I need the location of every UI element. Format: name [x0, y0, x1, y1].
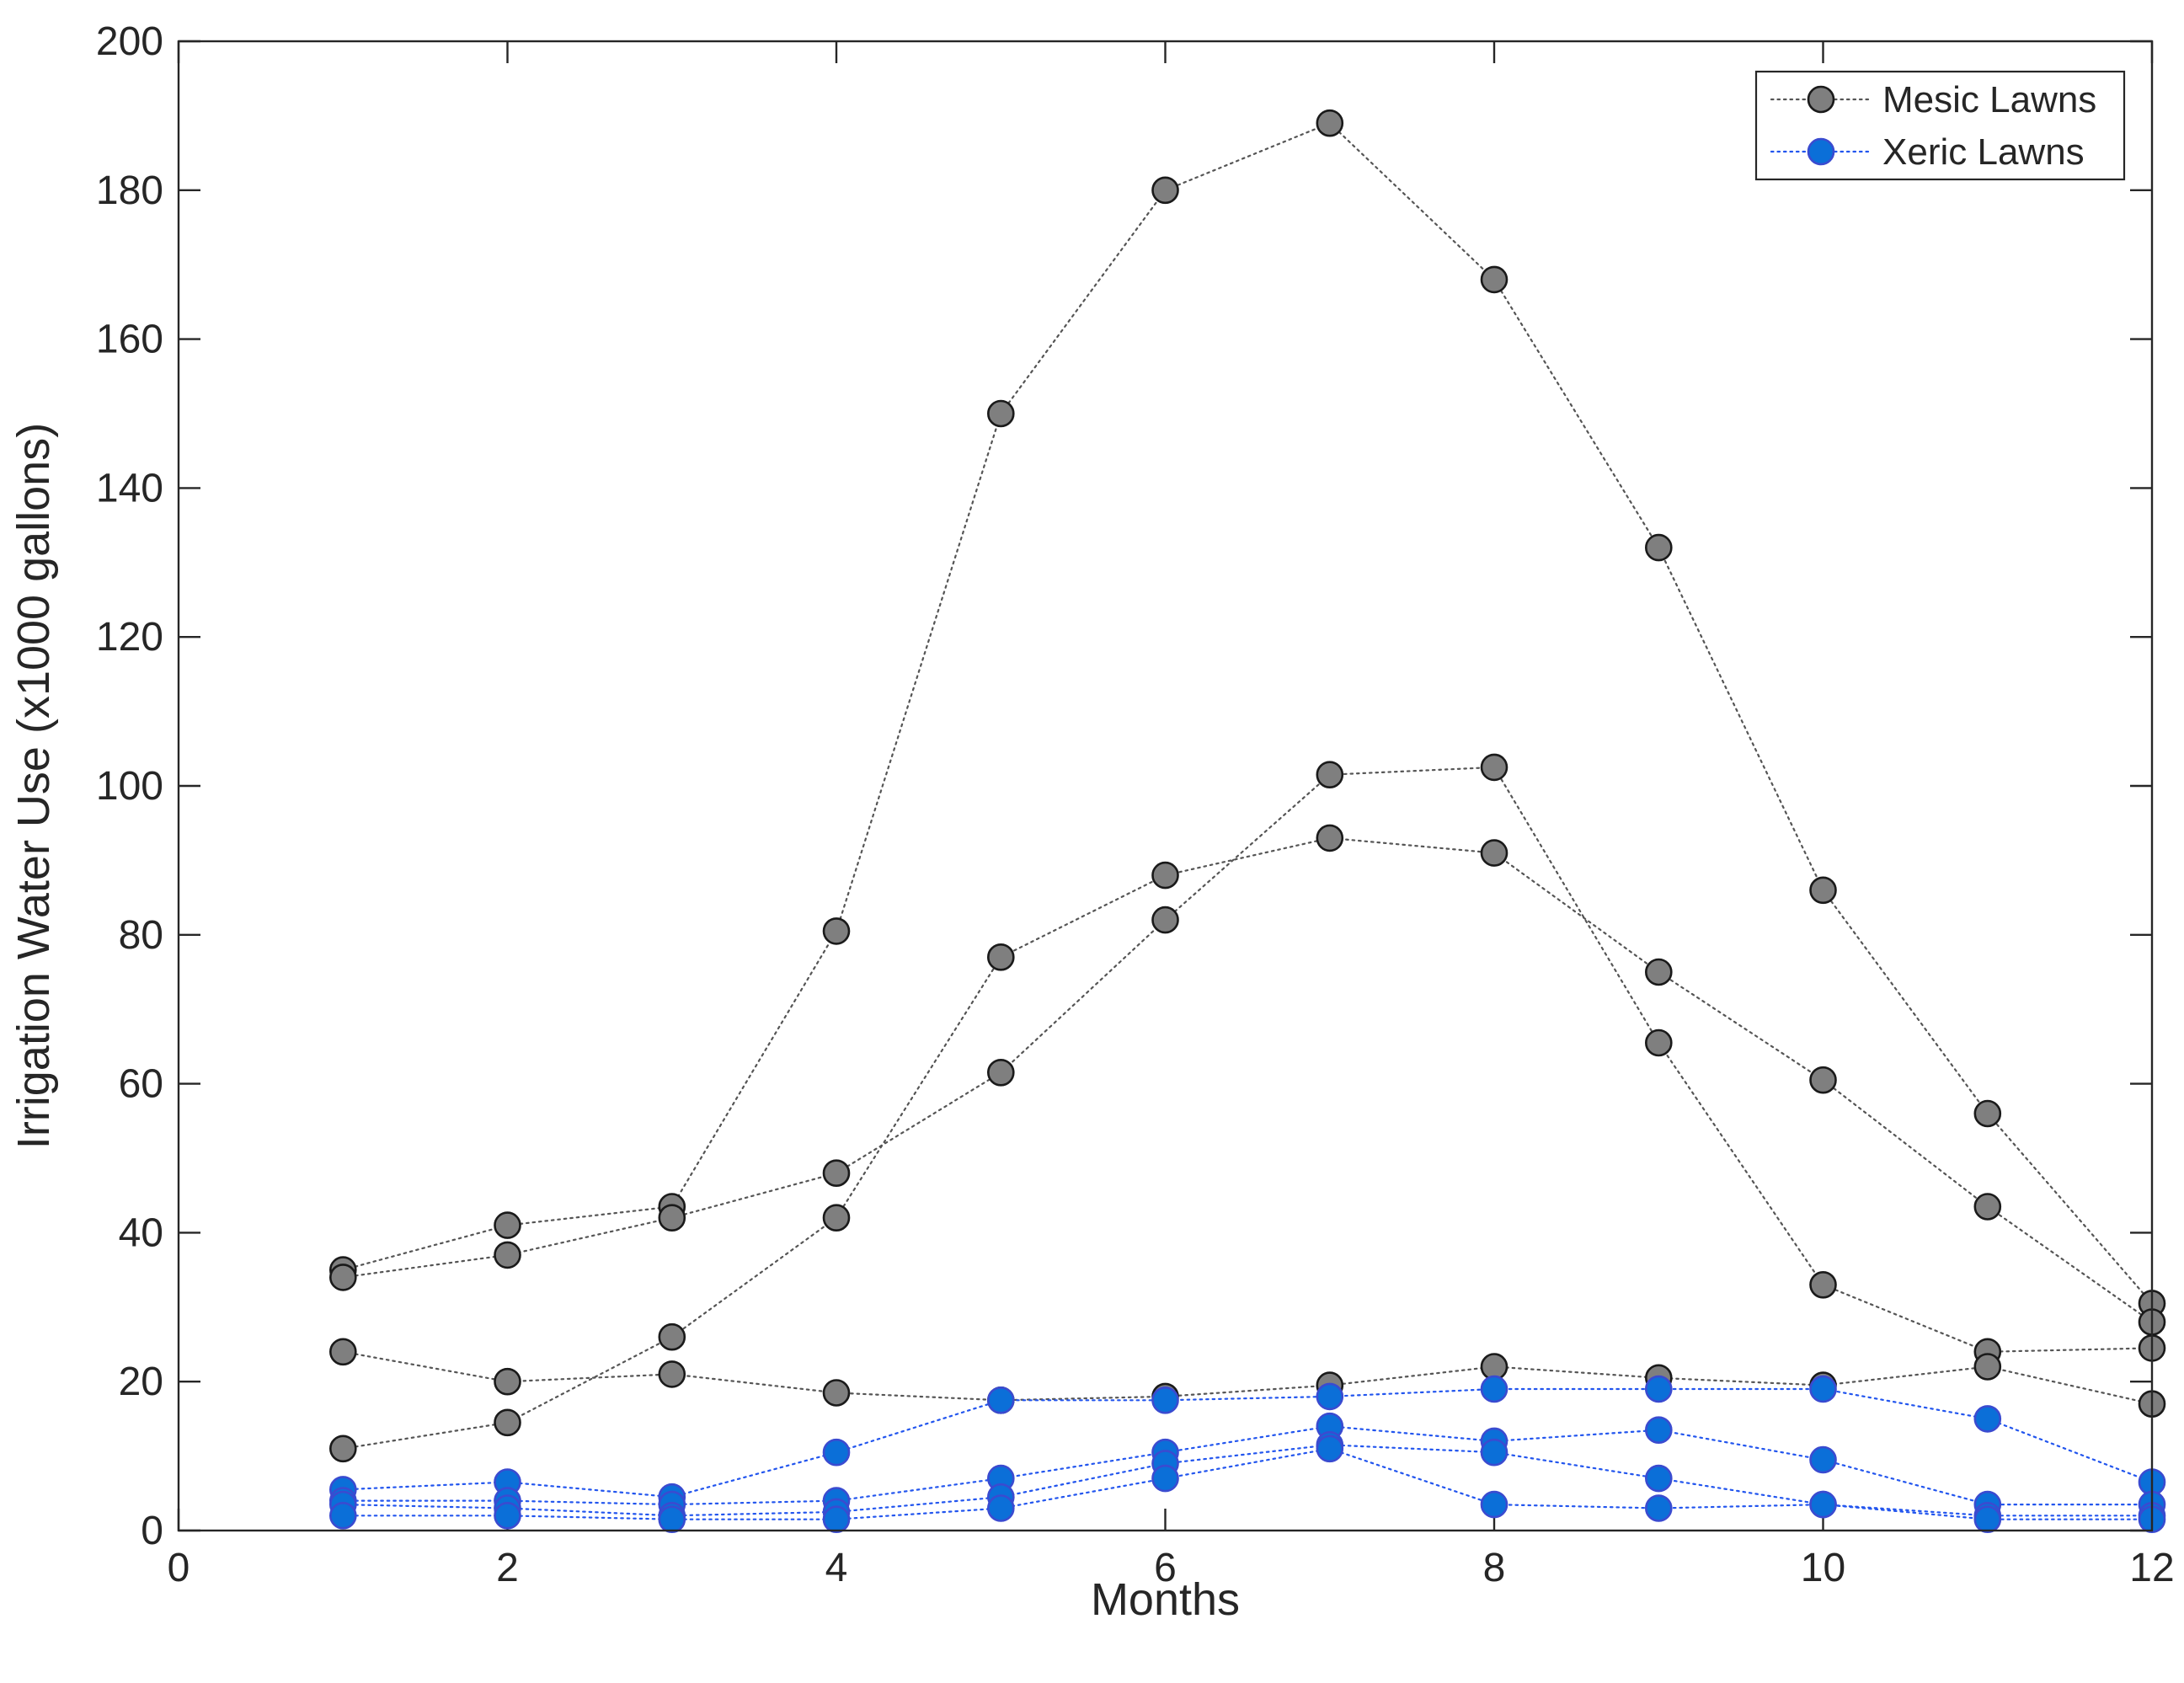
mesic-data-point	[494, 1211, 521, 1239]
y-tick-label: 80	[119, 913, 163, 958]
mesic-data-point	[658, 1322, 686, 1351]
y-axis-label: Irrigation Water Use (x1000 gallons)	[8, 423, 59, 1149]
mesic-data-point	[1809, 876, 1837, 905]
mesic-data-point	[1480, 265, 1509, 294]
legend-label-xeric: Xeric Lawns	[1882, 131, 2085, 173]
x-tick-label: 8	[1483, 1546, 1506, 1590]
mesic-data-point	[494, 1241, 521, 1269]
mesic-data-point	[1973, 1353, 2002, 1381]
xeric-series-line-8	[342, 1447, 2154, 1520]
series-layer	[328, 109, 2166, 1533]
y-tick-label: 140	[96, 466, 163, 510]
mesic-data-point	[1316, 109, 1344, 137]
axes-box	[177, 40, 2154, 1532]
x-tick-label: 12	[2129, 1546, 2174, 1590]
legend-marker-xeric	[1807, 137, 1835, 166]
mesic-data-point	[822, 1159, 851, 1187]
xeric-data-point	[822, 1438, 851, 1467]
mesic-data-point	[1151, 861, 1179, 890]
xeric-data-point	[987, 1386, 1015, 1414]
mesic-data-point	[1645, 1028, 1673, 1057]
x-tick-label: 6	[1154, 1546, 1177, 1590]
xeric-data-point	[822, 1505, 851, 1533]
mesic-series-line-3	[342, 836, 2154, 1450]
mesic-data-point	[1316, 761, 1344, 789]
mesic-data-point	[1151, 176, 1179, 205]
mesic-data-point	[1809, 1066, 1837, 1094]
y-tick-label: 160	[96, 318, 163, 362]
legend-marker-mesic	[1807, 85, 1835, 114]
mesic-series-line-1	[342, 121, 2154, 1305]
xeric-data-point	[1645, 1416, 1673, 1444]
y-tick-label: 200	[96, 19, 163, 64]
xeric-data-point	[1316, 1382, 1344, 1411]
plot-area-border	[177, 40, 2154, 1532]
xeric-data-point	[1480, 1490, 1509, 1519]
xeric-data-point	[1809, 1445, 1837, 1474]
x-tick-label: 4	[825, 1546, 848, 1590]
xeric-series-line-5	[342, 1387, 2154, 1499]
xeric-data-point	[1480, 1438, 1509, 1467]
mesic-data-point	[1645, 958, 1673, 986]
mesic-data-point	[658, 1204, 686, 1232]
xeric-data-point	[328, 1502, 357, 1530]
mesic-data-point	[658, 1360, 686, 1388]
y-tick-label: 20	[119, 1360, 163, 1404]
xeric-data-point	[1809, 1375, 1837, 1403]
mesic-data-point	[987, 399, 1015, 428]
y-tick-label: 120	[96, 615, 163, 660]
mesic-data-point	[1316, 824, 1344, 852]
y-tick-label: 0	[141, 1509, 163, 1553]
mesic-data-point	[822, 1204, 851, 1232]
xeric-data-point	[1645, 1375, 1673, 1403]
xeric-data-point	[1645, 1494, 1673, 1522]
xeric-data-point	[1973, 1405, 2002, 1433]
mesic-data-point	[1973, 1099, 2002, 1128]
xeric-data-point	[1316, 1435, 1344, 1463]
mesic-data-point	[822, 1379, 851, 1407]
mesic-data-point	[494, 1408, 521, 1437]
legend: Mesic Lawns Xeric Lawns	[1754, 70, 2126, 181]
x-tick-label: 0	[168, 1546, 190, 1590]
mesic-data-point	[1809, 1271, 1837, 1299]
legend-label-mesic: Mesic Lawns	[1882, 79, 2096, 120]
xeric-data-point	[1151, 1386, 1179, 1414]
x-tick-label: 10	[1801, 1546, 1845, 1590]
mesic-data-point	[1151, 906, 1179, 934]
xeric-data-point	[1645, 1464, 1673, 1493]
y-tick-label: 180	[96, 168, 163, 213]
mesic-data-point	[1480, 839, 1509, 867]
xeric-data-point	[1809, 1490, 1837, 1519]
mesic-data-point	[1645, 533, 1673, 562]
xeric-data-point	[1973, 1505, 2002, 1533]
xeric-data-point	[658, 1505, 686, 1533]
xeric-data-point	[987, 1494, 1015, 1522]
mesic-data-point	[328, 1338, 357, 1366]
y-tick-label: 100	[96, 764, 163, 809]
mesic-data-point	[328, 1264, 357, 1291]
mesic-series-line-4	[342, 1350, 2154, 1405]
x-axis-label: Months	[1091, 1574, 1240, 1625]
xeric-data-point	[1480, 1375, 1509, 1403]
y-tick-label: 60	[119, 1062, 163, 1107]
y-tick-label: 40	[119, 1210, 163, 1255]
xeric-data-point	[494, 1502, 521, 1530]
xeric-series-line-6	[342, 1425, 2154, 1506]
mesic-data-point	[1480, 753, 1509, 782]
mesic-data-point	[328, 1435, 357, 1463]
mesic-data-point	[1973, 1193, 2002, 1221]
xeric-data-point	[1151, 1464, 1179, 1493]
x-tick-label: 2	[496, 1546, 519, 1590]
mesic-data-point	[987, 1059, 1015, 1087]
mesic-data-point	[987, 943, 1015, 971]
mesic-series-line-2	[342, 766, 2154, 1353]
mesic-data-point	[494, 1367, 521, 1396]
mesic-data-point	[822, 917, 851, 945]
